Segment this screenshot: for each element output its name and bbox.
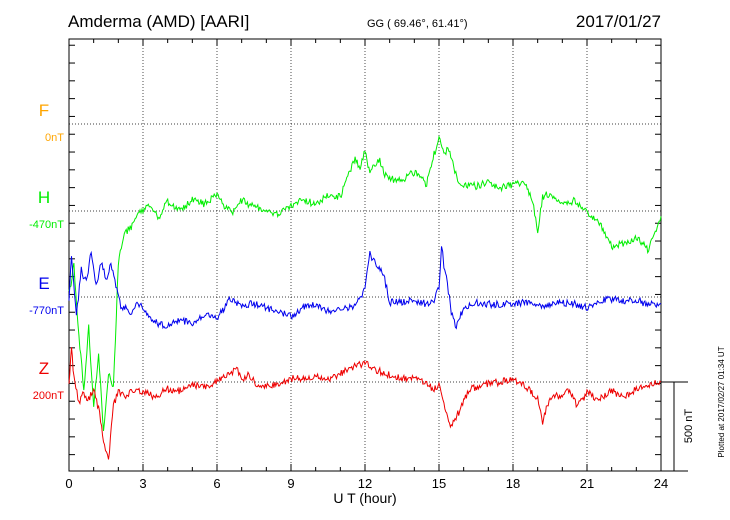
plotted-at-note: Plotted at 2017/02/27 01:34 UT	[717, 346, 726, 457]
x-tick-label: 3	[139, 476, 146, 491]
series-baseline-h: -470nT	[29, 219, 64, 231]
axis-ticks	[68, 39, 662, 471]
series-name-f: F	[39, 101, 49, 120]
series-lines	[68, 135, 662, 460]
series-name-h: H	[38, 188, 50, 207]
x-tick-label: 12	[358, 476, 372, 491]
scale-bar-label: 500 nT	[683, 409, 695, 444]
series-baseline-f: 0nT	[45, 132, 64, 144]
x-tick-label: 15	[432, 476, 446, 491]
series-baseline-e: -770nT	[29, 305, 64, 317]
x-tick-labels: 0 3 6 9 12 15 18 21 24	[65, 476, 668, 491]
scale-bar: 500 nT	[661, 381, 695, 472]
x-tick-label: 6	[213, 476, 220, 491]
chart-date: 2017/01/27	[576, 12, 661, 31]
series-line-h	[68, 135, 662, 432]
x-tick-label: 21	[580, 476, 594, 491]
station-coords: GG ( 69.46°, 61.41°)	[367, 18, 468, 30]
series-baseline-z: 200nT	[33, 390, 64, 402]
x-tick-label: 9	[287, 476, 294, 491]
x-tick-label: 18	[506, 476, 520, 491]
series-name-e: E	[38, 274, 49, 293]
x-axis-label: U T (hour)	[333, 490, 396, 506]
station-title: Amderma (AMD) [AARI]	[68, 12, 249, 31]
x-tick-label: 0	[65, 476, 72, 491]
series-labels: F 0nT H -470nT E -770nT Z 200nT	[29, 101, 64, 402]
series-line-z	[68, 347, 662, 460]
vertical-gridlines	[142, 39, 588, 471]
series-line-e	[68, 246, 662, 330]
x-tick-label: 24	[654, 476, 668, 491]
series-name-z: Z	[39, 359, 49, 378]
